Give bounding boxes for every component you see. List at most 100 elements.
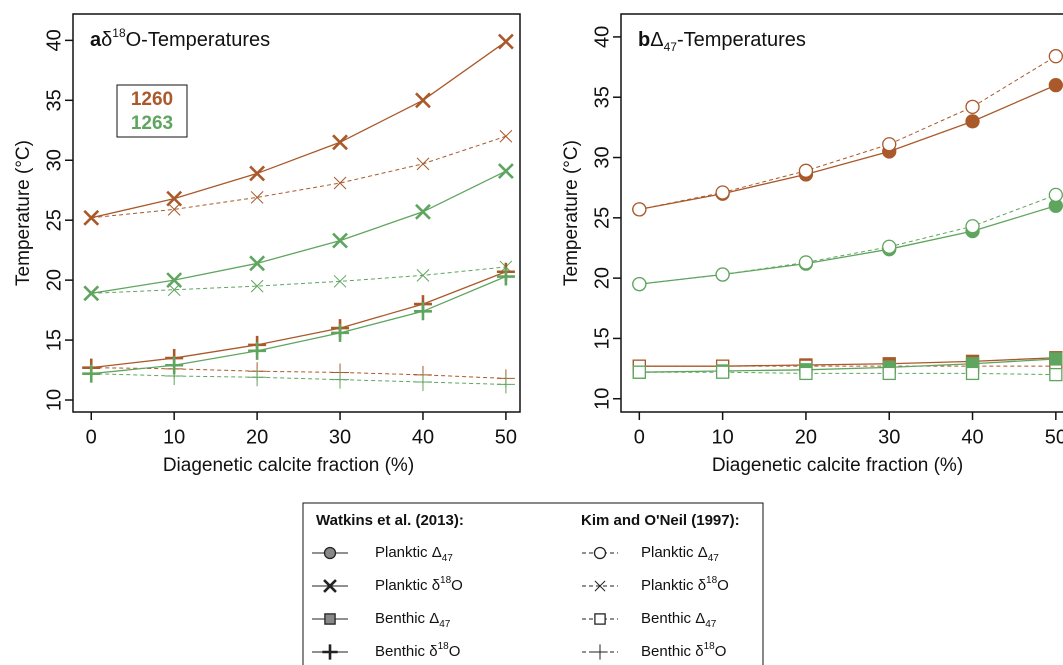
marker: [965, 99, 980, 115]
x-tick-label: 20: [246, 426, 268, 448]
text-part: 47: [664, 40, 678, 54]
x-tick-label: 0: [86, 426, 97, 448]
legend-label: Planktic δ18O: [641, 575, 729, 594]
marker: [798, 163, 814, 178]
marker: [248, 368, 267, 387]
x-axis-label: Diagenetic calcite fraction (%): [712, 455, 963, 476]
x-tick-label: 10: [163, 426, 185, 448]
marker: [882, 366, 896, 381]
marker: [1049, 352, 1063, 366]
series-line: [639, 371, 1056, 376]
marker: [416, 157, 430, 171]
marker: [497, 163, 514, 179]
marker: [248, 341, 267, 360]
marker: [882, 239, 897, 254]
text-part: 47: [708, 553, 720, 564]
x-axis-label: Diagenetic calcite fraction (%): [163, 455, 414, 476]
y-tick-label: 30: [591, 146, 613, 168]
legend-label: Planktic Δ47: [641, 544, 719, 564]
series-line: [639, 55, 1057, 210]
text-part: -Temperatures: [677, 29, 806, 51]
marker: [250, 279, 264, 293]
marker: [413, 302, 432, 321]
marker: [333, 176, 347, 190]
panel-title: bΔ47-Temperatures: [638, 29, 806, 54]
series-line: [91, 170, 507, 294]
legend: Watkins et al. (2013): Planktic Δ47 Plankt…: [302, 502, 764, 665]
legend-label: Planktic δ18O: [375, 575, 463, 594]
text-part: O: [717, 577, 729, 594]
text-part: O-Temperatures: [126, 29, 271, 51]
marker: [1049, 367, 1063, 382]
station-label: 1263: [131, 113, 173, 134]
text-part: O: [715, 643, 727, 660]
series-line: [639, 357, 1056, 367]
marker: [1048, 187, 1063, 203]
y-tick-label: 20: [43, 269, 65, 291]
marker: [496, 267, 515, 286]
legend-label: Benthic Δ47: [641, 610, 717, 630]
marker: [167, 203, 181, 216]
marker: [632, 202, 647, 217]
legend-label: Benthic δ18O: [641, 641, 726, 660]
marker: [166, 190, 183, 207]
series-line: [639, 358, 1056, 373]
y-axis-label: Temperature (°C): [561, 140, 582, 286]
marker: [1048, 49, 1063, 64]
y-tick-label: 40: [591, 26, 613, 48]
y-tick-label: 35: [43, 89, 65, 111]
panel: 0 10 20 30 40 50 10 15 20 25 30 35 40 Diagenetic calc…: [561, 13, 1063, 476]
marker: [324, 613, 336, 625]
marker: [632, 365, 646, 379]
text-part: Planktic δ: [375, 577, 440, 594]
marker: [415, 203, 431, 220]
text-part: 18: [704, 641, 716, 652]
series-line: [91, 135, 507, 219]
marker: [965, 114, 980, 129]
panel-letter: a: [90, 29, 102, 51]
text-part: O: [451, 577, 463, 594]
y-tick-label: 15: [43, 329, 65, 351]
series-layer: [82, 33, 515, 394]
marker: [715, 267, 730, 282]
x-tick-label: 40: [412, 426, 434, 448]
text-part: Δ: [650, 29, 663, 51]
marker: [333, 274, 347, 288]
marker: [965, 219, 980, 234]
marker: [965, 366, 980, 381]
marker: [84, 286, 98, 300]
panel-letter: b: [638, 29, 650, 51]
text-part: Benthic δ: [375, 643, 438, 660]
marker: [332, 232, 348, 249]
x-tick-label: 30: [878, 426, 900, 448]
marker: [331, 370, 350, 389]
plot-frame: [72, 13, 521, 413]
marker: [497, 33, 514, 50]
series-line: [91, 41, 507, 219]
text-part: Benthic δ: [641, 643, 704, 660]
series-line: [639, 194, 1057, 285]
marker: [322, 644, 338, 660]
y-tick-label: 15: [591, 327, 613, 349]
plot-frame: [620, 13, 1063, 413]
x-tick-label: 50: [1045, 426, 1063, 448]
legend-label: Benthic δ18O: [375, 641, 460, 660]
text-part: Benthic Δ: [375, 610, 439, 627]
marker: [415, 92, 431, 109]
y-tick-label: 25: [43, 209, 65, 231]
legend-header: Kim and O'Neil (1997):: [581, 512, 740, 529]
text-part: 18: [438, 641, 450, 652]
marker: [249, 255, 266, 272]
y-axis-label: Temperature (°C): [13, 140, 34, 286]
series-layer: [632, 49, 1063, 382]
y-tick-label: 25: [591, 207, 613, 229]
legend-box: [302, 502, 764, 665]
legend-header: Watkins et al. (2013):: [316, 512, 464, 529]
y-tick-label: 40: [43, 29, 65, 51]
marker: [798, 255, 814, 270]
marker: [632, 277, 647, 292]
marker: [882, 137, 897, 152]
marker: [413, 373, 432, 392]
y-tick-label: 30: [43, 149, 65, 171]
